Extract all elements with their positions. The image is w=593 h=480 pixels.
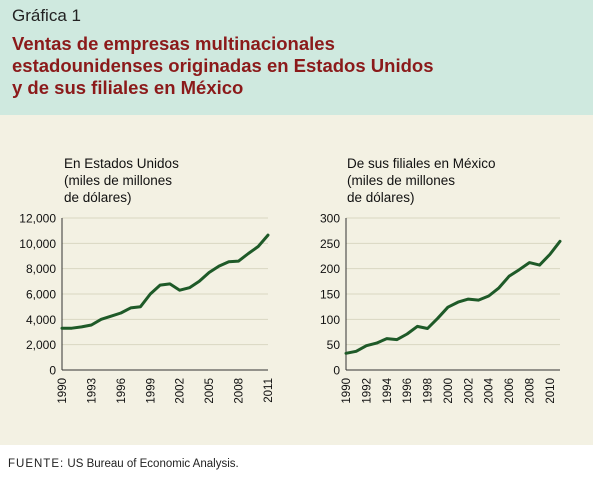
y-tick-label: 10,000 [19, 237, 56, 251]
y-tick-label: 0 [49, 364, 56, 378]
x-tick-label: 2008 [234, 378, 246, 404]
x-tick-label: 1996 [116, 378, 128, 404]
figure-title: Ventas de empresas multinacionales estad… [12, 33, 572, 99]
y-tick-label: 2,000 [26, 338, 56, 352]
source-label: FUENTE: [8, 458, 65, 470]
x-tick-label: 1990 [57, 378, 69, 404]
chart-title-line: De sus filiales en México [347, 156, 496, 171]
x-tick-label: 2005 [204, 378, 216, 404]
series-line [60, 233, 270, 330]
chart-title-line: de dólares) [64, 190, 132, 205]
y-tick-label: 8,000 [26, 262, 56, 276]
y-tick-label: 4,000 [26, 313, 56, 327]
figure-header [0, 0, 593, 115]
source-note: FUENTE: US Bureau of Economic Analysis. [8, 458, 239, 470]
x-tick-label: 1993 [86, 378, 98, 404]
figure-title-line: y de sus filiales en México [12, 77, 244, 98]
figure-title-line: estadounidenses originadas en Estados Un… [12, 55, 434, 76]
chart-title-line: (miles de millones [347, 173, 456, 188]
x-tick-label: 1999 [145, 378, 157, 404]
x-tick-label: 2011 [263, 378, 275, 403]
y-tick-label: 12,000 [19, 212, 56, 226]
source-text: US Bureau of Economic Analysis. [64, 458, 239, 470]
figure-title-line: Ventas de empresas multinacionales [12, 33, 335, 54]
chart-title-us: En Estados Unidos (miles de millones de … [64, 155, 179, 206]
y-tick-label: 6,000 [26, 288, 56, 302]
chart-title-mexico: De sus filiales en México (miles de mill… [347, 155, 496, 206]
chart-title-line: de dólares) [347, 190, 415, 205]
chart-title-line: (miles de millones [64, 173, 173, 188]
figure-label: Gráfica 1 [12, 6, 81, 25]
chart-title-line: En Estados Unidos [64, 156, 179, 171]
x-tick-label: 2002 [175, 378, 187, 404]
